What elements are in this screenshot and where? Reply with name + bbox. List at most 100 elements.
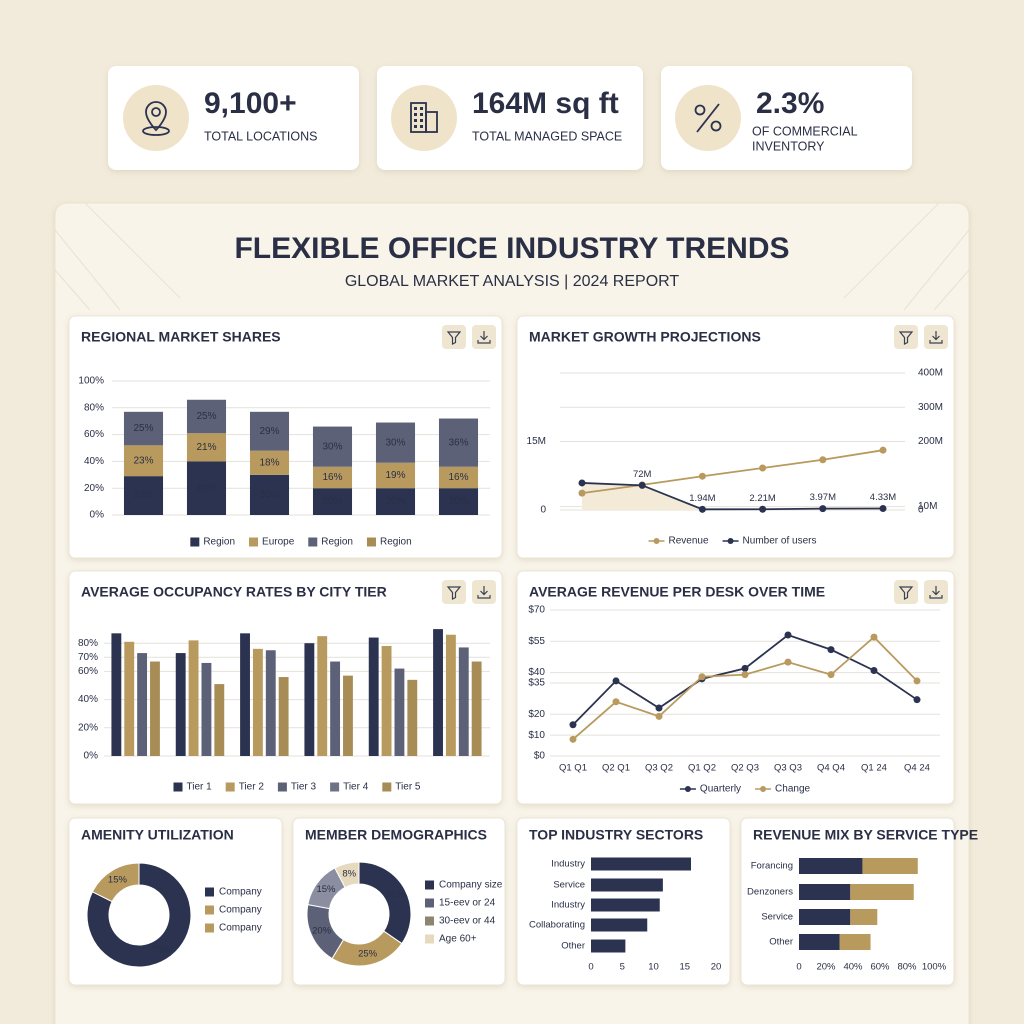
decoration xyxy=(84,202,181,299)
bar-segment xyxy=(375,488,416,515)
filter-icon xyxy=(446,331,462,345)
y-tick-label: Other xyxy=(769,937,793,948)
building-window xyxy=(420,125,423,128)
point xyxy=(578,489,586,497)
filter-button[interactable] xyxy=(894,325,918,349)
data-label: 20% xyxy=(448,496,468,507)
y-tick-label: Industry xyxy=(551,859,585,870)
filter-button[interactable] xyxy=(442,325,466,349)
legend-label: Europe xyxy=(262,537,295,548)
legend-swatch xyxy=(425,934,434,944)
legend-label: 15-eev or 24 xyxy=(439,898,496,909)
chart-title: REVENUE MIX BY SERVICE TYPE xyxy=(753,827,978,843)
bar xyxy=(201,662,212,756)
y-tick-label: Collaborating xyxy=(529,920,585,931)
legend-label: Company xyxy=(219,923,262,934)
legend-label: Tier 4 xyxy=(343,782,369,793)
legend-swatch xyxy=(425,898,434,908)
point xyxy=(698,472,706,480)
y-tick-label: 0% xyxy=(90,510,105,521)
building-window xyxy=(420,119,423,122)
y-tick-label: 40% xyxy=(78,694,98,705)
filter-icon xyxy=(446,586,462,600)
data-label: 40% xyxy=(196,483,216,494)
building-window xyxy=(420,107,423,110)
y-tick-label: Forancing xyxy=(751,861,793,872)
filter-icon xyxy=(898,586,914,600)
y-tick-label: $0 xyxy=(534,751,546,762)
filter-button[interactable] xyxy=(894,580,918,604)
legend-swatch xyxy=(308,537,318,547)
x-tick-label: Q4 Q4 xyxy=(817,763,845,774)
bar-segment xyxy=(186,461,227,515)
data-label: 30% xyxy=(385,437,405,448)
y-tick-label: $55 xyxy=(528,636,545,647)
point xyxy=(655,712,663,720)
point xyxy=(569,735,577,743)
bar xyxy=(278,677,289,756)
legend-label: Change xyxy=(775,784,810,795)
legend-swatch xyxy=(277,782,287,792)
bar xyxy=(265,650,276,756)
x-tick-label: 100% xyxy=(922,962,947,973)
y-tick-label: 200M xyxy=(918,436,943,447)
point xyxy=(638,481,646,489)
bar-segment xyxy=(799,909,851,925)
bar xyxy=(368,637,379,756)
bar-segment xyxy=(249,450,290,475)
x-tick-label: 40% xyxy=(843,962,863,973)
bar xyxy=(433,629,443,756)
building-window xyxy=(414,125,417,128)
point xyxy=(741,671,749,679)
point xyxy=(879,446,887,454)
chart-title: AMENITY UTILIZATION xyxy=(81,827,234,843)
donut-slice xyxy=(86,862,192,968)
download-icon xyxy=(477,331,491,344)
chart-card xyxy=(740,817,955,986)
x-tick-label: 20% xyxy=(816,962,836,973)
building-window xyxy=(414,107,417,110)
y-tick-label: $40 xyxy=(528,667,545,678)
data-label: 25% xyxy=(133,423,153,434)
legend-label: Quarterly xyxy=(700,784,741,795)
data-label: 15% xyxy=(108,875,128,886)
point xyxy=(741,664,749,672)
y-tick-label: 60% xyxy=(84,429,104,440)
point xyxy=(784,631,792,639)
bar-segment xyxy=(123,445,164,477)
percent-icon xyxy=(694,104,706,116)
x-tick-label: 60% xyxy=(870,962,890,973)
legend: Revenue Number of users xyxy=(648,536,816,547)
y-tick-label: $20 xyxy=(528,709,545,720)
area xyxy=(582,482,883,510)
decoration xyxy=(933,269,970,311)
point xyxy=(827,646,835,654)
bar-segment xyxy=(438,488,479,515)
bar-segment xyxy=(312,488,353,515)
data-label: 21% xyxy=(196,442,216,453)
y-tick-label: Other xyxy=(561,941,585,952)
y-tick-label: 80% xyxy=(84,402,104,413)
data-label: 8% xyxy=(342,869,356,880)
y-tick-label: 40% xyxy=(84,456,104,467)
pin-icon xyxy=(145,101,167,132)
legend-label: Tier 5 xyxy=(395,782,421,793)
point xyxy=(569,721,577,729)
data-label: 25% xyxy=(358,949,378,960)
building-window xyxy=(414,119,417,122)
point xyxy=(913,696,921,704)
y-tick-label: 0 xyxy=(540,505,546,516)
legend-swatch xyxy=(684,786,691,792)
bar-segment xyxy=(438,466,479,489)
filter-button[interactable] xyxy=(442,580,466,604)
chart-card xyxy=(516,570,955,805)
data-label: 19% xyxy=(385,470,405,481)
bar xyxy=(458,647,469,756)
filter-icon xyxy=(898,331,914,345)
data-label: 30% xyxy=(322,441,342,452)
decoration xyxy=(54,229,121,311)
kpi-value: 9,100+ xyxy=(204,87,297,120)
legend-label: Company xyxy=(219,887,262,898)
legend-swatch xyxy=(760,786,767,792)
